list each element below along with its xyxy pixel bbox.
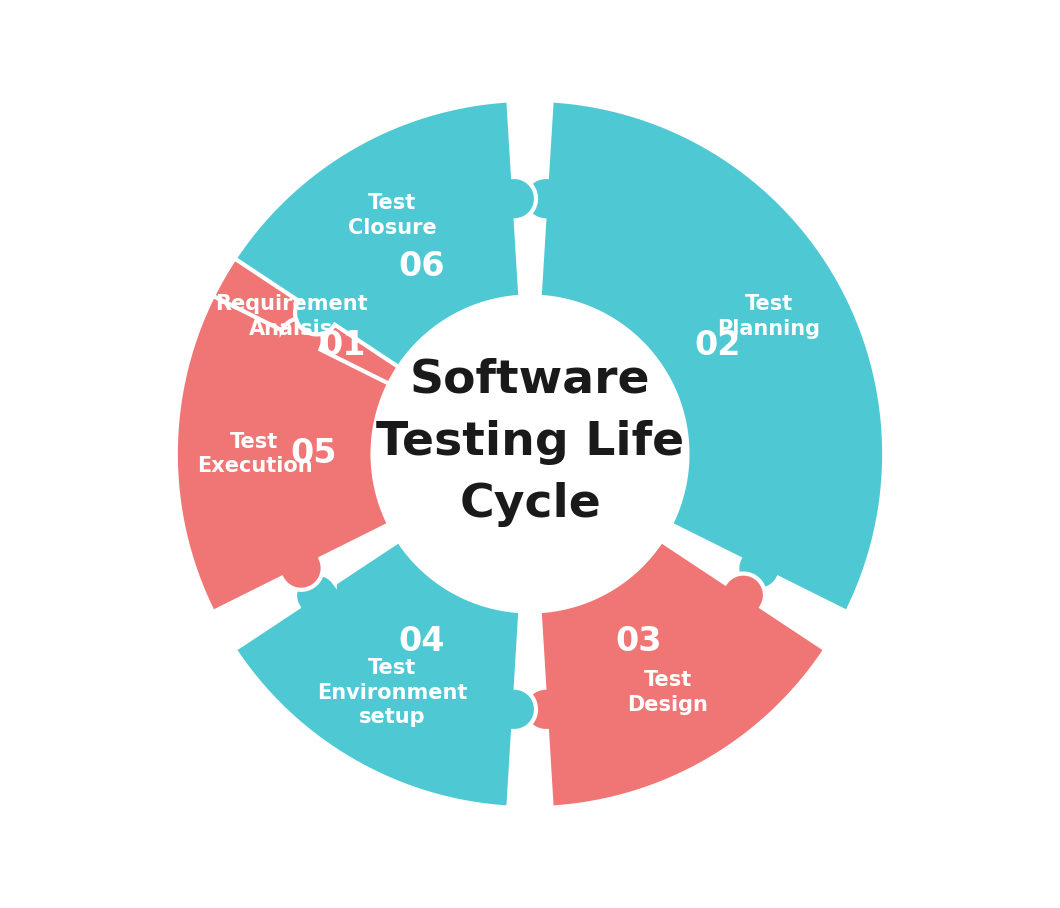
- Polygon shape: [234, 541, 536, 807]
- Polygon shape: [176, 296, 389, 612]
- Text: 03: 03: [615, 625, 661, 658]
- Text: 01: 01: [319, 330, 366, 362]
- Text: 06: 06: [399, 250, 445, 283]
- Text: Test
Closure: Test Closure: [348, 193, 437, 238]
- Polygon shape: [524, 101, 884, 612]
- Text: 02: 02: [694, 330, 741, 362]
- Text: 04: 04: [399, 625, 445, 658]
- Text: Software
Testing Life
Cycle: Software Testing Life Cycle: [376, 357, 684, 528]
- Polygon shape: [524, 541, 826, 807]
- Circle shape: [376, 301, 684, 607]
- Polygon shape: [176, 101, 536, 612]
- Text: 05: 05: [290, 438, 337, 470]
- Text: Test
Execution: Test Execution: [197, 431, 313, 477]
- Polygon shape: [234, 101, 536, 367]
- Text: Test
Environment
setup: Test Environment setup: [317, 657, 467, 727]
- Text: Requirement
Analsis: Requirement Analsis: [215, 294, 368, 339]
- Text: Test
Design: Test Design: [628, 670, 708, 715]
- Text: Test
Planning: Test Planning: [718, 294, 820, 339]
